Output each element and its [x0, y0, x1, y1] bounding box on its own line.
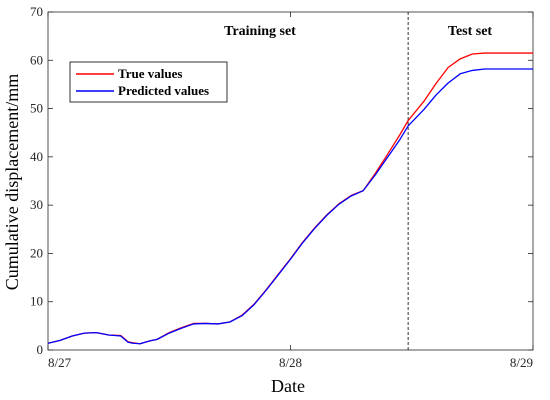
series-line-predicted [47, 68, 533, 345]
legend-label-predicted: Predicted values [118, 83, 209, 98]
plot-layer: 0 10 20 30 40 50 60 70 8/27 8/28 8/29 [30, 4, 534, 370]
y-tick-label-2: 20 [30, 245, 43, 260]
legend-box [69, 61, 228, 103]
y-tick-label-7: 70 [30, 4, 43, 19]
region-label-training: Training set [224, 24, 296, 39]
x-tick-label-1: 8/28 [279, 355, 302, 370]
legend-label-true: True values [118, 66, 182, 81]
y-tick-label-6: 60 [30, 52, 43, 67]
y-tick-label-5: 50 [30, 101, 43, 116]
y-tick-label-0: 0 [37, 342, 44, 357]
y-tick-label-1: 10 [30, 294, 43, 309]
y-axis-title: Cumulative displacement/mm [2, 74, 22, 290]
legend: True values Predicted values [69, 61, 228, 103]
x-axis-title: Date [271, 376, 305, 396]
x-tick-label-0: 8/27 [48, 355, 72, 370]
y-tick-label-3: 30 [30, 197, 43, 212]
region-label-test: Test set [448, 24, 493, 39]
y-tick-label-4: 40 [30, 149, 43, 164]
x-tick-label-2: 8/29 [510, 355, 533, 370]
